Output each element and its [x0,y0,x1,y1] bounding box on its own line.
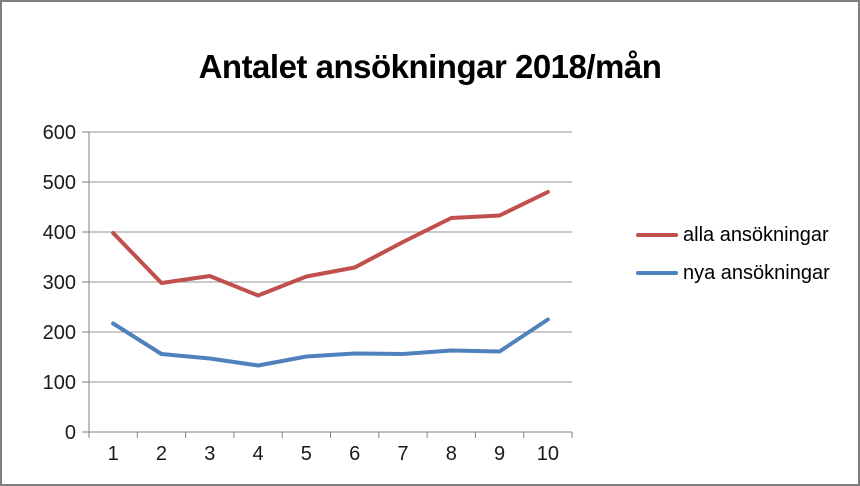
x-tick-label: 1 [108,443,119,465]
y-tick-label: 100 [43,372,76,394]
x-tick-label: 7 [397,443,408,465]
x-tick-label: 6 [349,443,360,465]
legend-label-alla: alla ansökningar [683,223,829,246]
x-tick-label: 3 [204,443,215,465]
x-tick-label: 4 [252,443,263,465]
y-tick-label: 500 [43,172,76,194]
series-line-nya-ans-kningar [111,317,550,368]
x-tick-label: 2 [156,443,167,465]
y-tick-label: 300 [43,272,76,294]
x-tick-label: 5 [301,443,312,465]
y-tick-label: 600 [43,122,76,144]
legend-item-nya-ansokningar: nya ansökningar [636,254,830,292]
series-line-alla-ans-kningar [111,190,550,298]
legend-label-nya: nya ansökningar [683,261,830,284]
legend-line-sample-alla [636,233,678,237]
legend-item-alla-ansokningar: alla ansökningar [636,216,830,254]
y-tick-label: 400 [43,222,76,244]
x-tick-label: 10 [537,443,559,465]
x-tick-label: 9 [494,443,505,465]
legend: alla ansökningar nya ansökningar [636,216,830,292]
y-tick-label: 200 [43,322,76,344]
legend-line-sample-nya [636,271,678,275]
chart-title: Antalet ansökningar 2018/mån [198,48,662,85]
x-tick-label: 8 [446,443,457,465]
y-tick-label: 0 [65,422,76,444]
